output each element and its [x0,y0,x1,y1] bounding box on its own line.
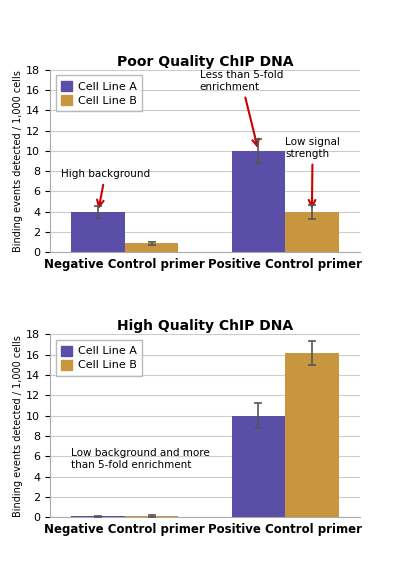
Text: Less than 5-fold
enrichment: Less than 5-fold enrichment [200,70,283,146]
Y-axis label: Binding events detected / 1,000 cells: Binding events detected / 1,000 cells [13,70,23,252]
Bar [71,211,125,252]
Text: High background: High background [61,169,150,207]
Bar [232,415,285,517]
Text: Low signal
strength: Low signal strength [285,137,340,207]
Title: High Quality ChIP DNA: High Quality ChIP DNA [117,320,293,333]
Bar [232,151,285,252]
Title: Poor Quality ChIP DNA: Poor Quality ChIP DNA [117,55,293,69]
Bar [125,243,178,252]
Bar [71,516,125,517]
Bar [125,515,178,517]
Legend: Cell Line A, Cell Line B: Cell Line A, Cell Line B [56,340,142,376]
Bar [285,211,339,252]
Legend: Cell Line A, Cell Line B: Cell Line A, Cell Line B [56,76,142,112]
Bar [285,353,339,517]
Y-axis label: Binding events detected / 1,000 cells: Binding events detected / 1,000 cells [13,335,23,517]
Text: Low background and more
than 5-fold enrichment: Low background and more than 5-fold enri… [71,448,210,469]
